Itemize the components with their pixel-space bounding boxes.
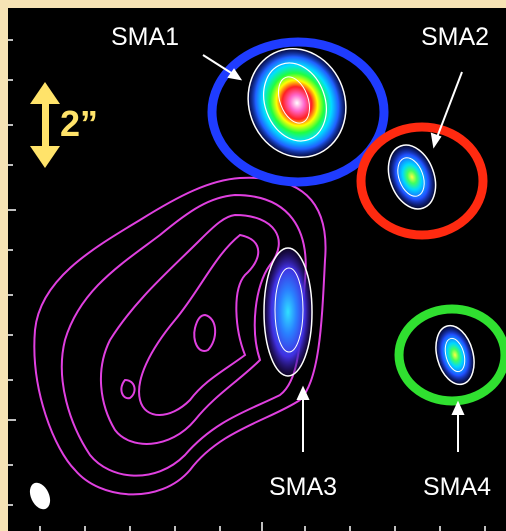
axis-ticks [8,39,486,531]
scale-arrow [30,82,60,168]
source-sma4 [435,324,475,386]
highlight-circle-blue [207,37,389,187]
beam-ellipse [29,482,51,510]
source-label: SMA2 [421,23,489,51]
source-sma1 [247,48,347,158]
pointer-arrows [202,54,465,452]
source-label: SMA1 [111,23,179,51]
source-label: SMA4 [423,473,491,501]
source-sma3 [263,247,313,377]
source-label: SMA3 [269,473,337,501]
source-sma2 [387,144,437,210]
scale-label: 2” [60,103,98,144]
highlight-circle-green [394,304,506,406]
highlight-circle-red [356,122,488,240]
